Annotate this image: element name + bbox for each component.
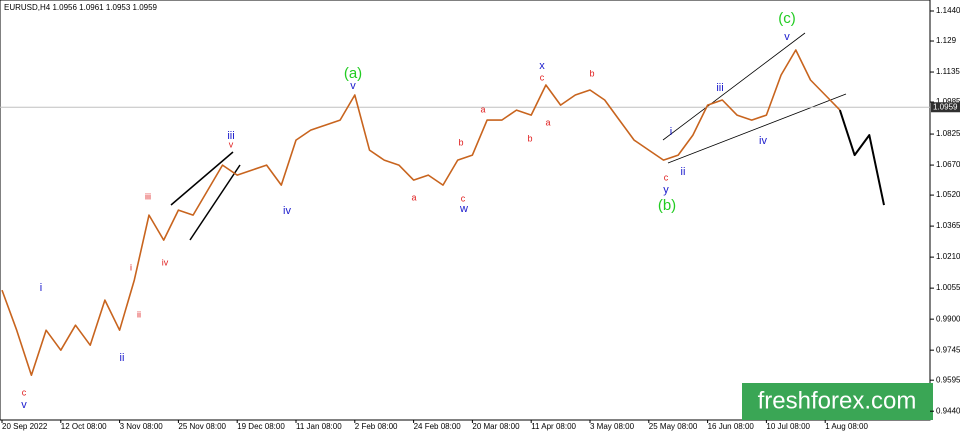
wave-label: a xyxy=(545,117,550,127)
x-tick-label: 12 Oct 08:00 xyxy=(61,422,107,431)
channel-line xyxy=(667,93,847,164)
wave-label: y xyxy=(663,184,669,196)
wave-label: a xyxy=(411,192,416,202)
wave-label: v xyxy=(21,399,27,411)
wave-label: i xyxy=(40,282,42,294)
x-tick-label: 3 May 08:00 xyxy=(590,422,635,431)
channel-line xyxy=(170,151,234,206)
wave-label: iii xyxy=(145,191,151,201)
wave-label: c xyxy=(664,172,669,182)
y-tick-label: 1.0670 xyxy=(936,160,960,169)
wave-label: iii xyxy=(716,82,723,94)
y-tick-label: 1.0210 xyxy=(936,252,960,261)
wave-label: iv xyxy=(283,205,291,217)
wave-label: iv xyxy=(759,135,767,147)
wave-label: i xyxy=(130,262,132,272)
watermark-text: freshforex.com xyxy=(758,387,917,414)
y-tick-label: 0.9440 xyxy=(936,406,960,415)
wave-label: iii xyxy=(227,130,234,142)
wave-label: i xyxy=(670,126,672,138)
current-price-tag xyxy=(931,102,960,113)
watermark: freshforex.com xyxy=(742,383,933,420)
channel-lines xyxy=(170,32,847,241)
y-tick-label: 0.9595 xyxy=(936,375,960,384)
wave-label: x xyxy=(539,60,545,72)
wave-label: v xyxy=(229,139,234,149)
wave-label: iv xyxy=(162,257,169,267)
price-line xyxy=(1,49,841,377)
wave-label: v xyxy=(350,80,356,92)
watermark-box xyxy=(742,383,933,420)
x-tick-label: 25 Nov 08:00 xyxy=(178,422,226,431)
y-tick-label: 1.0520 xyxy=(936,190,960,199)
y-tick-label: 1.1135 xyxy=(936,67,960,76)
wave-label: b xyxy=(589,68,594,78)
x-tick-label: 2 Feb 08:00 xyxy=(355,422,398,431)
wave-label: (a) xyxy=(344,65,362,82)
channel-line xyxy=(189,164,241,241)
plot-frame xyxy=(0,0,931,421)
wave-label: ii xyxy=(120,352,125,364)
y-tick-label: 1.129 xyxy=(936,36,957,45)
wave-label: a xyxy=(480,104,485,114)
x-tick-label: 25 May 08:00 xyxy=(649,422,698,431)
wave-label: (b) xyxy=(658,197,676,214)
y-tick-label: 1.1440 xyxy=(936,6,960,15)
x-tick-label: 11 Apr 08:00 xyxy=(531,422,576,431)
y-tick-label: 0.9745 xyxy=(936,345,960,354)
x-tick-label: 10 Jul 08:00 xyxy=(766,422,810,431)
chart-title: EURUSD,H4 1.0956 1.0961 1.0953 1.0959 xyxy=(4,3,158,12)
y-tick-label: 1.0985 xyxy=(936,97,960,106)
y-tick-label: 1.0825 xyxy=(936,129,960,138)
wave-label: c xyxy=(540,72,545,82)
y-tick-label: 0.9900 xyxy=(936,314,960,323)
x-tick-label: 16 Jun 08:00 xyxy=(708,422,755,431)
y-tick-label: 1.0055 xyxy=(936,283,960,292)
x-tick-label: 24 Feb 08:00 xyxy=(414,422,462,431)
x-tick-label: 20 Sep 2022 xyxy=(2,422,48,431)
wave-label: ii xyxy=(681,166,686,178)
x-tick-label: 20 Mar 08:00 xyxy=(472,422,520,431)
x-tick-label: 19 Dec 08:00 xyxy=(237,422,285,431)
x-tick-label: 1 Aug 08:00 xyxy=(825,422,868,431)
forecast-line xyxy=(838,109,885,206)
wave-label: b xyxy=(458,137,463,147)
x-tick-label: 3 Nov 08:00 xyxy=(120,422,164,431)
current-price-label: 1.0959 xyxy=(933,102,958,111)
wave-label: w xyxy=(459,203,468,215)
wave-label: b xyxy=(527,133,532,143)
wave-label: ii xyxy=(137,309,141,319)
wave-label: (c) xyxy=(778,10,796,27)
wave-label: c xyxy=(22,387,27,397)
wave-label: v xyxy=(784,31,790,43)
wave-label: c xyxy=(461,193,466,203)
channel-line xyxy=(662,32,806,141)
x-tick-label: 11 Jan 08:00 xyxy=(296,422,342,431)
y-tick-label: 1.0365 xyxy=(936,221,960,230)
